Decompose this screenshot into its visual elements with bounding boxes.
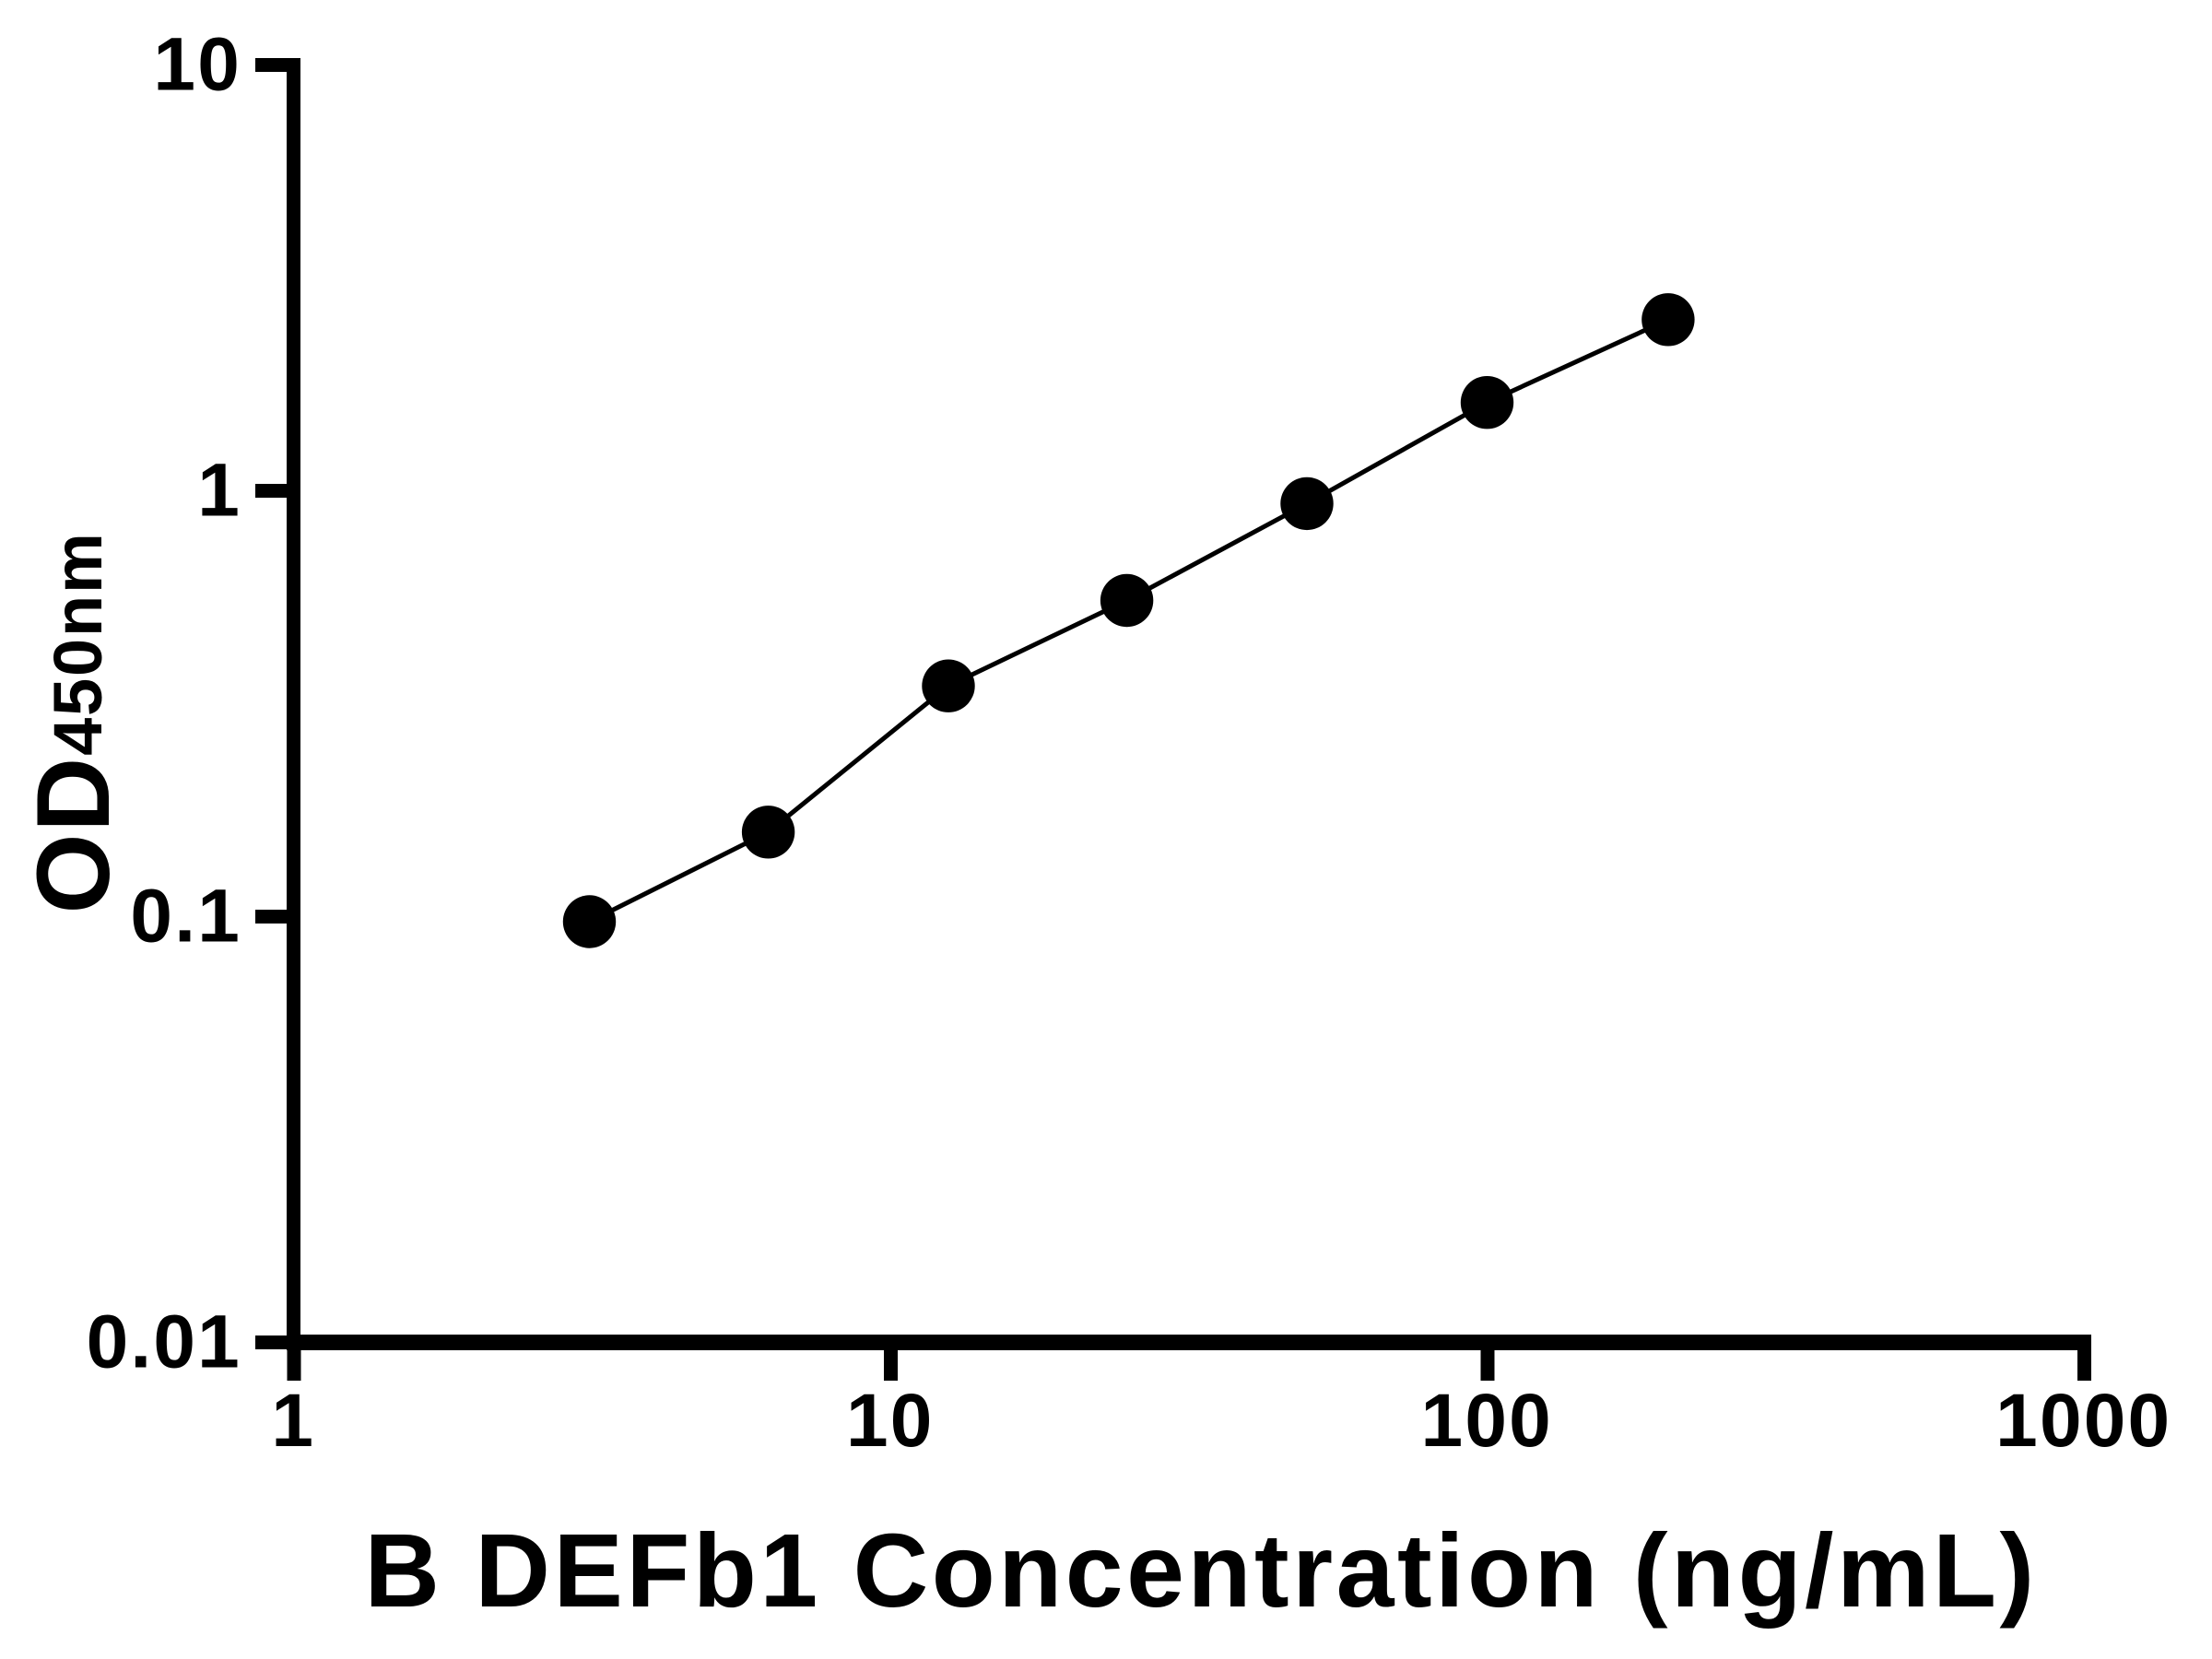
svg-text:0.1: 0.1	[130, 875, 241, 959]
svg-text:0.01: 0.01	[87, 1300, 241, 1384]
svg-text:10: 10	[846, 1379, 935, 1463]
svg-text:10: 10	[153, 23, 241, 107]
svg-text:100: 100	[1421, 1379, 1553, 1463]
svg-text:1000: 1000	[1995, 1379, 2171, 1463]
svg-text:1: 1	[197, 449, 241, 533]
svg-text:1: 1	[271, 1379, 315, 1463]
svg-text:B DEFb1 Concentration (ng/mL): B DEFb1 Concentration (ng/mL)	[364, 1512, 2037, 1629]
svg-text:OD450nm: OD450nm	[16, 531, 131, 913]
